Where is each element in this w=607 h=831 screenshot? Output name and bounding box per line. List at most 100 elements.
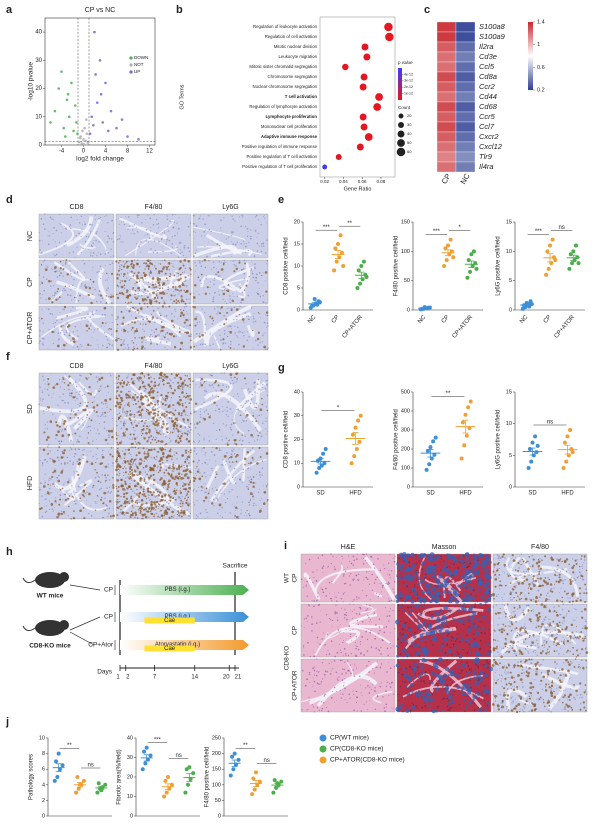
nucleus [54,254,56,257]
stain [168,404,171,406]
stain [105,465,108,468]
nucleus [195,514,198,516]
stain [445,564,448,567]
nucleus [266,260,269,262]
nucleus [230,376,233,379]
nucleus [185,427,187,429]
nucleus [468,563,470,565]
stain [149,385,152,388]
nucleus [259,296,262,298]
nucleus [80,235,82,237]
stain [453,568,459,574]
stain [82,506,85,509]
tissue-gap [126,226,152,239]
stain [99,462,102,466]
tissue-gap [214,458,267,503]
stain [189,267,191,270]
nucleus [62,260,64,262]
nucleus [400,597,403,600]
nucleus [130,456,132,458]
stain [127,381,130,384]
nucleus [134,380,136,382]
stain [571,566,575,570]
nucleus [42,261,44,263]
nucleus [355,636,357,638]
nucleus [352,579,354,582]
nucleus [248,504,251,506]
nucleus [221,516,224,519]
nucleus [266,483,269,486]
nucleus [192,489,195,492]
nucleus [322,565,325,567]
stain [58,446,61,449]
nucleus [147,214,149,216]
nucleus [169,464,171,467]
stain [567,592,570,594]
stain [154,509,157,511]
nucleus [527,570,530,572]
nucleus [101,314,104,316]
nucleus [238,331,240,333]
nucleus [584,559,586,561]
stain [69,417,72,419]
nucleus [219,324,221,327]
stain [416,576,421,580]
stain [579,599,582,602]
nucleus [163,300,165,302]
stain [397,589,399,591]
stain [226,289,230,293]
nucleus [158,263,160,265]
nucleus [193,293,195,295]
nucleus [173,316,176,318]
stain [64,285,67,288]
nucleus [225,443,227,445]
nucleus [187,247,190,249]
nucleus [234,334,236,336]
stain [184,426,186,428]
stain [151,277,155,280]
nucleus [193,502,195,503]
stain [186,375,188,377]
nucleus [58,223,60,225]
stain [119,383,122,386]
stain [122,422,125,425]
stain [129,463,131,465]
nucleus [240,285,242,286]
nucleus [346,643,348,645]
stain [527,592,530,595]
stain [182,482,184,484]
nucleus [212,334,214,336]
nucleus [578,571,581,574]
stain [236,378,238,380]
stain [155,488,158,491]
nucleus [79,343,82,346]
stain [52,471,55,474]
nucleus [266,390,268,392]
nucleus [77,300,80,302]
stain [66,480,70,484]
nucleus [159,516,161,518]
stain [520,563,522,566]
stain [471,559,474,561]
stain [177,278,181,282]
stain [454,584,457,587]
stain [133,458,136,461]
stain [217,271,220,274]
nucleus [67,462,69,464]
nucleus [94,219,96,221]
nucleus [255,279,257,282]
nucleus [63,334,66,336]
nucleus [311,623,313,626]
stain [233,439,236,442]
nucleus [193,223,196,225]
stain [115,458,118,461]
label: CP [292,626,299,635]
nucleus [42,331,44,333]
stain [559,558,562,560]
stain [158,376,161,380]
stain [246,509,248,512]
nucleus [523,595,526,597]
nucleus [133,332,135,334]
nucleus [256,273,258,276]
nucleus [249,499,252,502]
